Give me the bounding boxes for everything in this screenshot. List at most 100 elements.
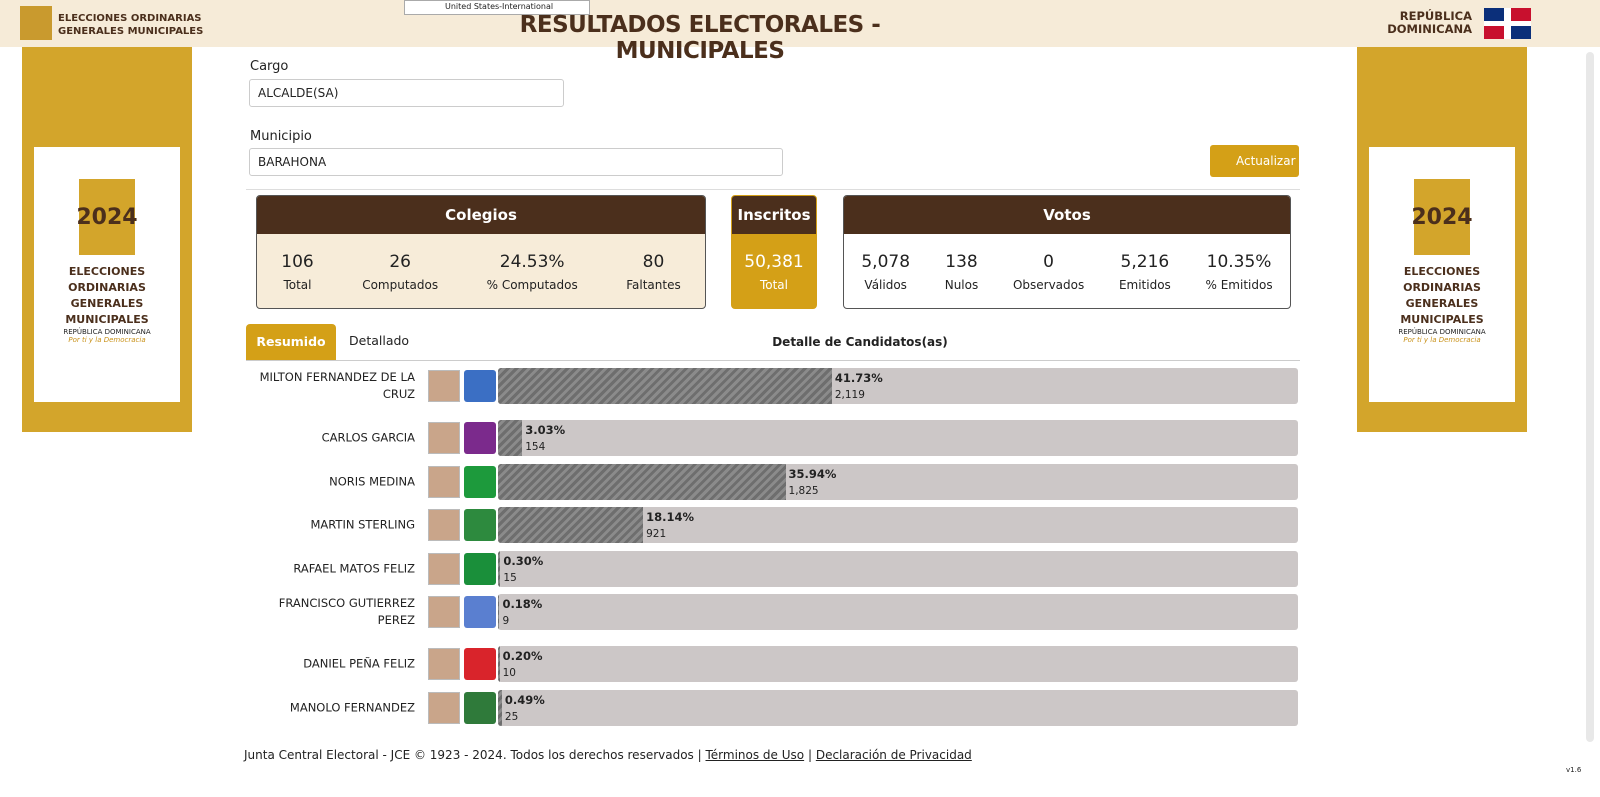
cargo-select[interactable]: ALCALDE(SA) [249,79,564,107]
stat-label: Válidos [864,278,907,292]
logo-line: ELECCIONES ORDINARIAS [58,13,202,24]
candidate-name: MILTON FERNANDEZ DE LA CRUZ [259,370,415,401]
divider [246,360,1300,361]
stat-label: % Emitidos [1205,278,1273,292]
candidate-row: RAFAEL MATOS FELIZ 0.30% 15 [246,551,1298,587]
votes-label: 10 [502,667,516,679]
stat-value: 10.35% [1206,252,1272,272]
banner-title: GENERALES MUNICIPALES [65,297,149,326]
country-line: REPÚBLICA [1399,9,1472,23]
stat-value: 50,381 [744,252,804,272]
banner-panel: 2024 ELECCIONES ORDINARIAS GENERALES MUNIC… [1369,147,1515,402]
percent-label: 0.20% [502,649,543,663]
stat-label: Computados [362,278,439,292]
stat-value: 26 [389,252,411,272]
banner-title: ELECCIONES ORDINARIAS [68,265,146,294]
footer-text: Junta Central Electoral - JCE © 1923 - 2… [244,748,702,762]
stat-label: Total [759,278,788,292]
scrollbar[interactable] [1586,52,1594,742]
candidate-name: DANIEL PEÑA FELIZ [303,656,415,671]
votes-label: 9 [502,615,510,627]
stat: 5,078 Válidos [861,252,910,292]
candidate-row: MARTIN STERLING 18.14% 921 [246,507,1298,543]
separator: | [807,748,812,762]
bar-track: 0.18% 9 [498,594,1298,630]
bar [498,464,786,500]
footer: Junta Central Electoral - JCE © 1923 - 2… [244,748,972,762]
bar-track: 18.14% 921 [498,507,1298,543]
field-label: Cargo [250,59,289,74]
tab[interactable]: Resumido [246,324,336,360]
terms-link[interactable]: Términos de Uso [705,748,805,762]
bar [498,690,502,726]
candidate-row: DANIEL PEÑA FELIZ 0.20% 10 [246,646,1298,682]
bar-track: 3.03% 154 [498,420,1298,456]
party-logo [464,422,496,454]
stat: 80 Faltantes [626,252,681,292]
votes-label: 154 [525,441,546,453]
percent-label: 0.30% [503,554,544,568]
stat-value: 138 [945,252,978,272]
votes-label: 25 [504,711,519,723]
percent-label: 3.03% [525,423,566,437]
candidate-name: FRANCISCO GUTIERREZ PEREZ [278,596,415,627]
stat-label: Nulos [944,278,979,292]
candidate-name: NORIS MEDINA [329,474,415,489]
country-line: DOMINICANA [1387,22,1472,36]
bar [498,507,644,543]
bar-track: 35.94% 1,825 [498,464,1298,500]
bar [498,420,523,456]
stat-value: 5,216 [1120,252,1170,272]
bar [498,551,501,587]
party-logo [464,648,496,680]
stat: 138 Nulos [945,252,979,292]
candidate-row: MANOLO FERNANDEZ 0.49% 25 [246,690,1298,726]
stat-label: Observados [1012,278,1085,292]
country: REPÚBLICA DOMINICANA [1380,10,1472,36]
privacy-link[interactable]: Declaración de Privacidad [815,748,972,762]
votes-label: 921 [646,528,667,540]
bar-track: 0.20% 10 [498,646,1298,682]
stat-value: 106 [281,252,314,272]
stat: 0 Observados [1013,252,1084,292]
stat-label: Emitidos [1118,278,1171,292]
banner-title: GENERALES MUNICIPALES [1400,297,1484,326]
banner-panel: 2024 ELECCIONES ORDINARIAS GENERALES MUNIC… [34,147,180,402]
candidate-photo [428,509,460,541]
stat-value: 5,078 [861,252,911,272]
candidate-photo [428,466,460,498]
logo-line: GENERALES MUNICIPALES [58,26,204,37]
stat: 10.35% % Emitidos [1206,252,1273,292]
version: v1.6 [1566,766,1582,774]
stat-label: Total [283,278,312,292]
party-logo [464,692,496,724]
party-logo [464,596,496,628]
candidate-photo [428,422,460,454]
candidate-row: NORIS MEDINA 35.94% 1,825 [246,464,1298,500]
candidate-photo [428,692,460,724]
keyboard-indicator[interactable]: United States-International [404,0,590,15]
stat: 5,216 Emitidos [1119,252,1171,292]
stat-label: % Computados [486,278,578,292]
detail-title: Detalle de Candidatos(as) [772,335,948,349]
municipio-select[interactable]: BARAHONA [249,148,783,176]
bar [498,594,500,630]
bar-track: 41.73% 2,119 [498,368,1298,404]
votes-label: 2,119 [834,389,865,401]
stat: 50,381 Total [744,252,803,292]
stat-value: 24.53% [499,252,565,272]
candidate-row: FRANCISCO GUTIERREZ PEREZ 0.18% 9 [246,594,1298,630]
tab[interactable]: Detallado [349,333,410,348]
refresh-button[interactable]: Actualizar [1210,145,1299,177]
percent-label: 18.14% [646,510,695,524]
stat: 24.53% % Computados [487,252,578,292]
party-logo [464,466,496,498]
stat: 106 Total [281,252,313,292]
card-items: 5,078 Válidos 138 Nulos 0 Observados 5,216 Emit… [844,234,1290,308]
banner-year: 2024 [1411,205,1473,230]
logo [20,6,52,40]
candidate-name: MARTIN STERLING [310,517,415,532]
card-items: 50,381 Total [732,234,816,308]
banner-country: REPÚBLICA DOMINICANA [63,328,151,336]
